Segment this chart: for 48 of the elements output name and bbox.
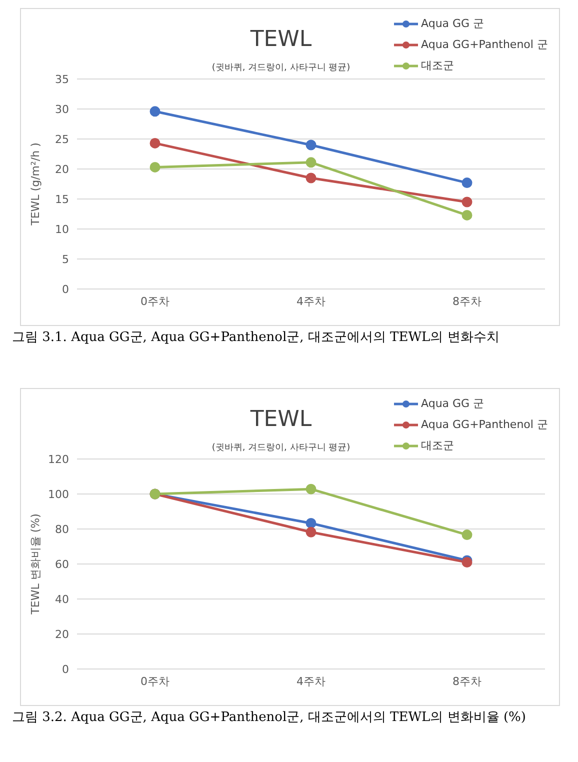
- caption: 그림 3.1. Aqua GG군, Aqua GG+Panthenol군, 대조군에서의 TEWL의 변화수치: [12, 329, 500, 347]
- y-tick-label: 120: [48, 452, 69, 466]
- y-tick-label: 40: [55, 592, 69, 606]
- legend-label: 대조군: [421, 438, 454, 453]
- y-tick-label: 20: [55, 628, 69, 641]
- chart-title: TEWL: [249, 27, 313, 52]
- y-tick-label: 80: [55, 522, 69, 536]
- legend-label: 대조군: [421, 58, 454, 73]
- x-tick-label: 4주차: [296, 294, 326, 308]
- y-tick-label: 20: [55, 162, 69, 176]
- point: [462, 210, 472, 220]
- point: [306, 172, 316, 184]
- y-tick-label: 10: [55, 222, 69, 236]
- point: [150, 106, 160, 117]
- point: [306, 526, 316, 538]
- y-tick-label: 0: [62, 662, 69, 676]
- point: [462, 178, 472, 188]
- y-tick-label: 60: [55, 558, 69, 571]
- y-tick-label: 25: [55, 132, 69, 146]
- legend-label: Aqua GG 군: [421, 396, 484, 411]
- point: [150, 162, 160, 172]
- y-axis-title: TEWL 변화비율 (%): [28, 514, 42, 616]
- legend-label: Aqua GG 군: [421, 16, 484, 31]
- chart-subtitle: (귓바퀴, 겨드랑이, 사타구니 평균): [210, 62, 352, 74]
- caption: 그림 3.2. Aqua GG군, Aqua GG+Panthenol군, 대조군에서의 TEWL의 변화비율 (%): [12, 709, 527, 727]
- chart-subtitle: (귓바퀴, 겨드랑이, 사타구니 평균): [210, 442, 352, 454]
- point: [150, 138, 160, 148]
- legend-label: Aqua GG+Panthenol 군: [421, 37, 548, 52]
- y-tick-label: 5: [62, 252, 69, 266]
- x-tick-label: 4주차: [296, 674, 326, 688]
- x-tick-label: 0주차: [140, 674, 170, 688]
- x-tick-label: 0주차: [140, 294, 170, 308]
- y-tick-label: 15: [55, 192, 69, 206]
- y-tick-label: 30: [55, 102, 69, 116]
- point: [306, 157, 316, 168]
- x-tick-label: 8주차: [452, 674, 482, 688]
- point: [306, 518, 316, 528]
- y-tick-label: 0: [62, 282, 69, 296]
- chart-title: TEWL: [249, 407, 313, 432]
- point: [306, 140, 316, 150]
- y-axis-title: TEWL (g/m²/h ): [28, 142, 42, 226]
- y-tick-label: 35: [55, 72, 69, 86]
- x-tick-label: 8주차: [452, 294, 482, 308]
- point: [462, 530, 472, 540]
- y-tick-label: 100: [48, 488, 69, 501]
- legend-label: Aqua GG+Panthenol 군: [421, 417, 548, 432]
- point: [306, 484, 316, 494]
- point: [462, 196, 472, 208]
